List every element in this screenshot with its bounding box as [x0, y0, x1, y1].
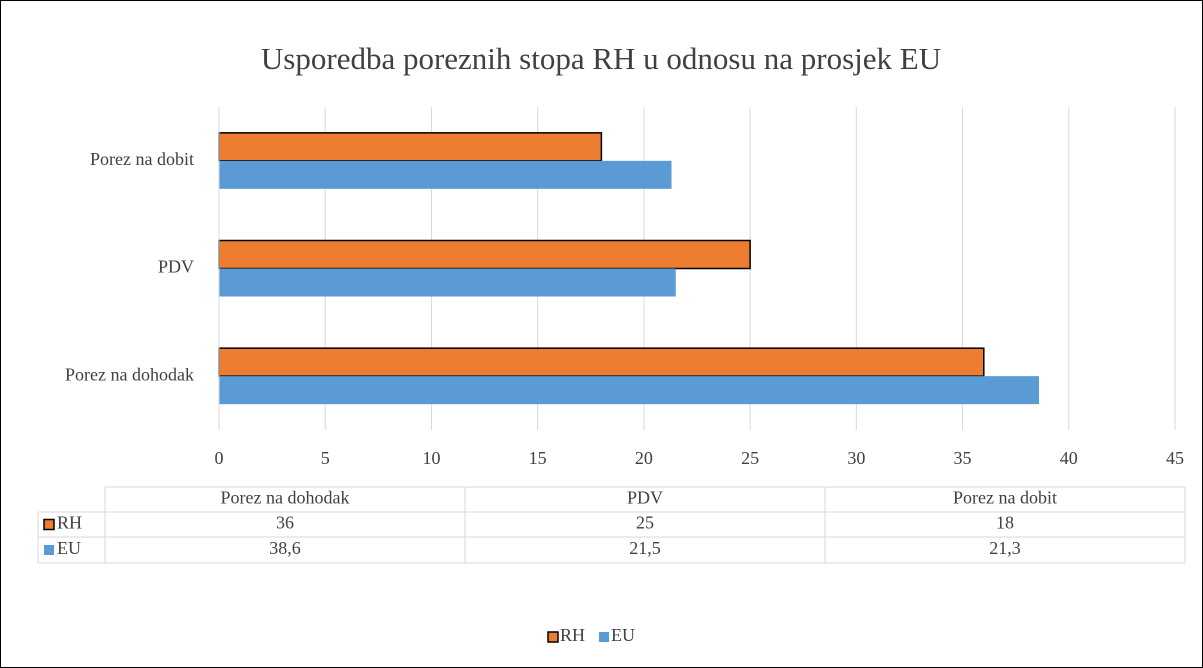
table-row-label: RH — [57, 513, 82, 533]
y-tick-label: Porez na dobit — [90, 149, 194, 169]
bar — [218, 347, 985, 377]
x-tick-label: 10 — [422, 448, 440, 468]
x-tick-label: 45 — [1166, 448, 1184, 468]
bar — [218, 239, 751, 270]
x-tick-label: 25 — [741, 448, 759, 468]
x-tick-label: 0 — [215, 448, 224, 468]
legend-label: EU — [611, 625, 635, 645]
x-tick-label: 15 — [529, 448, 547, 468]
table-cell: 38,6 — [269, 538, 301, 558]
x-tick-label: 20 — [635, 448, 653, 468]
table-legend-key — [43, 518, 55, 531]
table-cell: 25 — [636, 513, 654, 533]
legend-label: RH — [560, 625, 585, 645]
x-tick-label: 5 — [321, 448, 330, 468]
table-header: Porez na dohodak — [221, 488, 350, 508]
chart-title: Usporedba poreznih stopa RH u odnosu na … — [261, 41, 941, 76]
table-cell: 21,5 — [629, 538, 661, 558]
table-cell: 21,3 — [989, 538, 1021, 558]
table-cell: 18 — [996, 513, 1014, 533]
table-cell: 36 — [276, 513, 294, 533]
table-legend-key — [44, 545, 54, 555]
bar — [219, 268, 676, 297]
legend-key — [599, 632, 610, 642]
table-header: PDV — [627, 488, 663, 508]
table-row-label: EU — [57, 538, 81, 558]
table-header: Porez na dobit — [953, 488, 1057, 508]
x-tick-label: 35 — [954, 448, 972, 468]
legend-key — [547, 631, 559, 643]
x-tick-label: 40 — [1060, 448, 1078, 468]
bar — [219, 376, 1040, 405]
bar — [218, 132, 603, 162]
bar — [219, 160, 672, 189]
y-tick-label: PDV — [158, 257, 194, 277]
x-tick-label: 30 — [847, 448, 865, 468]
y-tick-label: Porez na dohodak — [65, 364, 194, 384]
